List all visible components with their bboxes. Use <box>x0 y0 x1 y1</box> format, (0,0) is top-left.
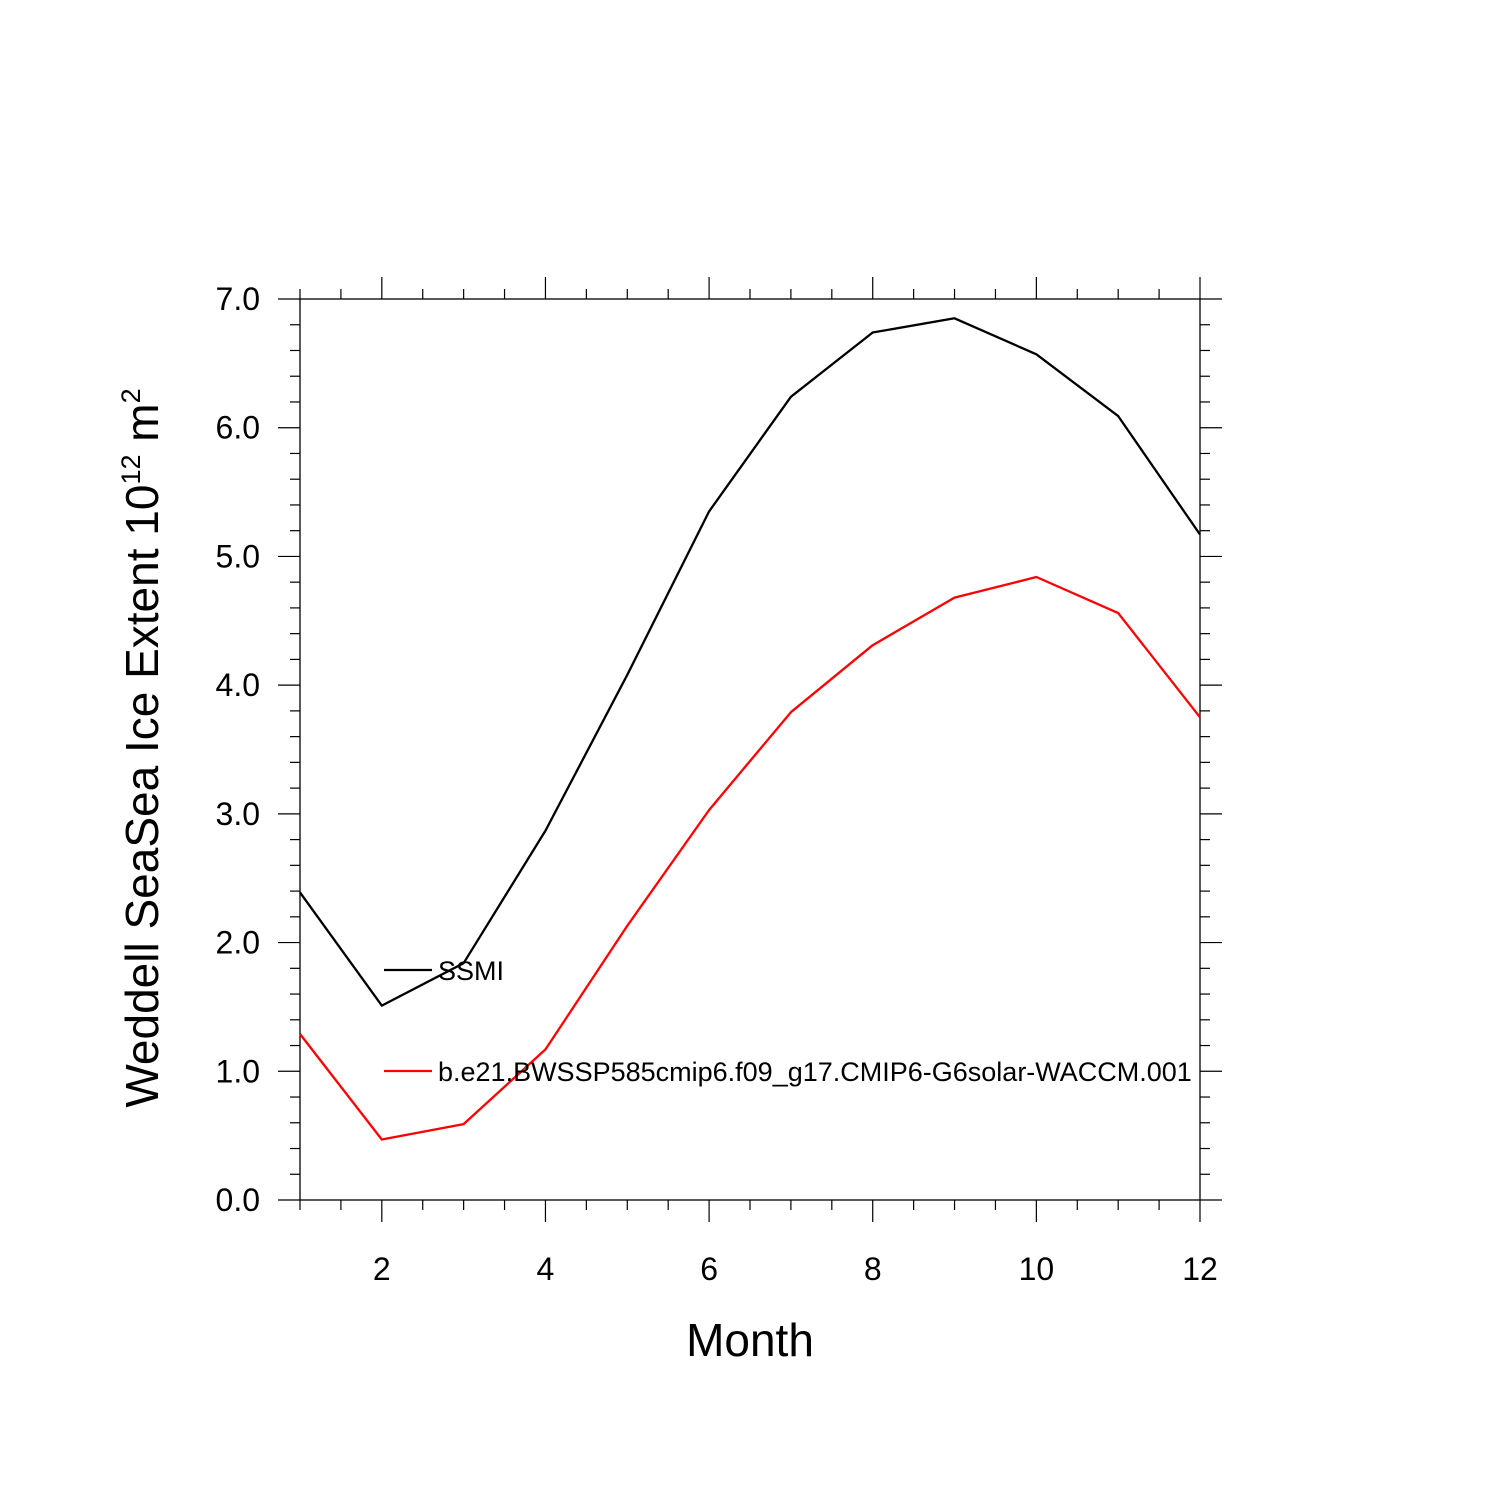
y-tick-label: 5.0 <box>216 538 260 574</box>
series-line-1 <box>299 317 1201 1007</box>
y-tick-label: 0.0 <box>216 1182 260 1218</box>
x-tick-label: 10 <box>1019 1251 1055 1287</box>
x-tick-label: 4 <box>537 1251 555 1287</box>
y-axis-title-exp1: 12 <box>116 454 146 484</box>
tick-labels: 2 4 6 8 10 12 0.0 1.0 2.0 3.0 4.0 5.0 6.0 7.0 <box>216 281 1218 1287</box>
x-tick-label: 2 <box>373 1251 391 1287</box>
y-axis-title-exp2: 2 <box>116 388 146 403</box>
y-tick-label: 2.0 <box>216 925 260 961</box>
x-tick-label: 6 <box>700 1251 718 1287</box>
x-tick-label: 12 <box>1182 1251 1218 1287</box>
series-lines <box>299 317 1201 1141</box>
tick-marks <box>278 277 1222 1222</box>
y-tick-label: 1.0 <box>216 1053 260 1089</box>
x-tick-label: 8 <box>864 1251 882 1287</box>
x-axis-title: Month <box>686 1314 814 1366</box>
plot-frame <box>299 298 1201 1201</box>
y-axis-title-main: Weddell SeaSea Ice Extent 10 <box>116 485 168 1108</box>
series-line-2 <box>299 575 1201 1141</box>
legend: SSMI b.e21.BWSSP585cmip6.f09_g17.CMIP6-G6… <box>384 956 1192 1087</box>
y-tick-label: 4.0 <box>216 667 260 703</box>
legend-label-1: SSMI <box>438 956 504 986</box>
y-tick-label: 3.0 <box>216 796 260 832</box>
y-axis-title: Weddell SeaSea Ice Extent 1012 m2 <box>116 388 168 1107</box>
y-axis-title-mid: m <box>116 403 168 454</box>
y-tick-label: 6.0 <box>216 410 260 446</box>
y-tick-label: 7.0 <box>216 281 260 317</box>
legend-label-2: b.e21.BWSSP585cmip6.f09_g17.CMIP6-G6sola… <box>438 1057 1192 1087</box>
